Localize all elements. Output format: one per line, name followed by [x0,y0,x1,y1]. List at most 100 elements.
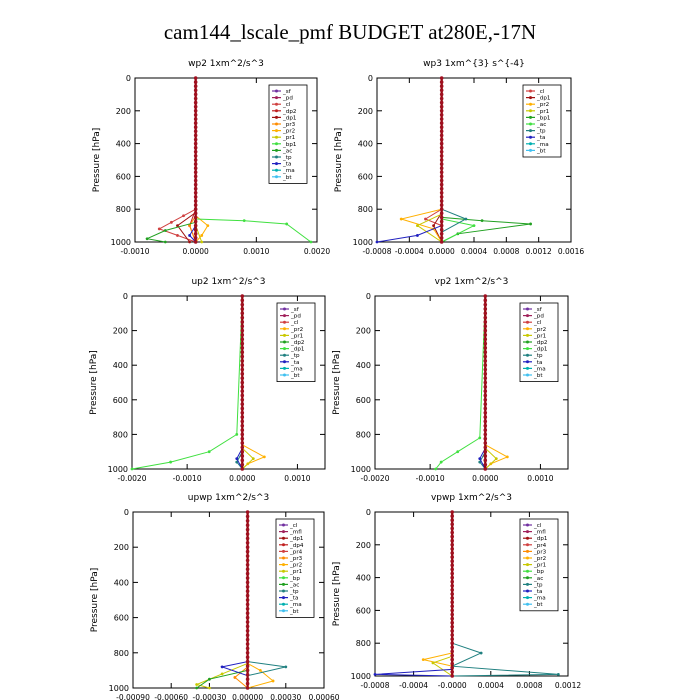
y-tick-label: 200 [114,543,129,552]
zero-profile-marker [245,580,250,585]
legend-entry: _bt [290,373,300,379]
zero-profile-marker [193,236,198,240]
zero-profile-marker [240,346,245,350]
zero-profile-marker [245,523,250,527]
zero-profile-marker [439,240,444,244]
data-point [479,651,483,655]
chart-title: wp3 1xm^{3} s^{-4} [423,59,525,69]
zero-profile-marker [240,385,245,389]
zero-profile-marker [245,651,250,655]
legend-marker [283,340,286,344]
zero-profile-marker [483,432,488,437]
zero-profile-marker [240,398,245,402]
legend-entry: _tp [533,353,543,359]
zero-profile-marker [240,436,245,441]
legend-entry: _ta [289,596,298,602]
y-tick-label: 1000 [353,238,373,247]
legend-marker [526,569,529,573]
zero-profile-marker [245,624,250,629]
series-line-pr2 [423,512,453,676]
legend-entry: _tp [290,353,300,359]
y-tick-label: 400 [358,140,373,149]
series-line-pr2 [241,296,266,470]
data-point [424,217,427,221]
zero-profile-marker [193,109,198,113]
zero-profile-marker [245,536,250,541]
zero-profile-marker [245,514,250,519]
legend-marker [282,602,285,606]
legend-entry: _pr4 [289,549,303,555]
zero-profile-marker [245,519,250,523]
zero-profile-marker [245,664,250,668]
legend-entry: _dp1 [533,536,548,542]
zero-profile-marker [450,620,455,625]
zero-profile-marker [483,423,488,428]
zero-profile-marker [483,354,488,359]
legend-marker [526,333,529,337]
legend-entry: _dp2 [282,109,296,115]
data-point [182,214,185,218]
y-tick-label: 400 [113,361,128,370]
legend-box [268,84,308,184]
zero-profile-marker [483,341,488,346]
legend-marker [275,109,278,113]
legend-entry: _pr2 [290,327,303,333]
zero-profile-marker [483,419,488,424]
zero-profile-marker [439,84,444,88]
legend-marker [283,347,286,351]
series-line-ta [220,512,249,688]
zero-profile-marker [450,575,455,580]
legend-entry: _dp2 [533,340,547,346]
y-axis-label: Pressure [hPa] [332,562,342,627]
zero-profile-marker [450,637,455,641]
zero-profile-marker [439,92,444,97]
zero-profile-marker [240,432,245,437]
x-tick-label: 0.00030 [270,693,301,700]
y-tick-label: 1000 [351,465,371,474]
x-tick-label: -0.0010 [121,247,150,256]
chart-panel-1: wp2 1xm^2/s^3 Pressure [hPa] 0 200 400 600 800… [92,59,330,256]
zero-profile-marker [193,219,198,224]
legend-marker [526,582,529,586]
x-tick-label: 0.0016 [558,247,584,256]
zero-profile-marker [240,333,245,337]
legend-entry: _ma [289,602,302,608]
zero-profile-marker [483,367,488,372]
chart-title: upwp 1xm^2/s^3 [188,493,269,503]
zero-profile-marker [245,611,250,615]
chart-title: vp2 1xm^2/s^3 [435,277,509,287]
data-point [284,665,288,669]
legend-entry: _ac [533,576,543,582]
data-point [309,240,313,244]
zero-profile-marker [240,307,245,311]
zero-profile-marker [193,227,198,232]
zero-profile-marker [245,567,250,571]
y-tick-label: 800 [356,639,371,648]
y-tick-label: 400 [116,140,131,149]
zero-profile-marker [240,402,245,406]
series-line-pr1 [195,512,249,689]
series-line-pr2 [484,296,509,470]
zero-profile-marker [450,551,455,555]
data-point [235,457,239,461]
y-tick-label: 0 [123,292,128,301]
zero-profile-marker [483,398,488,402]
legend: _sf_pd_cl_pr2_pr1_dp2_dp1_tp_ta_ma_bt [519,302,559,382]
zero-profile-marker [439,100,444,105]
chart-panel-4: vp2 1xm^2/s^3 Pressure [hPa] 0 200 400 600 800… [332,277,569,483]
y-tick-label: 600 [356,396,371,405]
zero-profile-marker [450,584,455,588]
zero-profile-marker [193,92,198,97]
data-point [399,217,403,221]
zero-profile-marker [483,311,488,316]
chart-panel-6: vpwp 1xm^2/s^3 Pressure [hPa] 0 200 400 600 80… [332,493,581,690]
legend-marker [526,320,529,324]
zero-profile-marker [193,211,198,216]
legend-entry: _dp2 [290,340,304,346]
zero-profile-marker [193,166,198,170]
zero-profile-marker [240,294,245,298]
data-point [208,686,211,690]
chart-title: vpwp 1xm^2/s^3 [431,493,512,503]
data-point [163,229,167,232]
x-tick-label: 0.0000 [472,474,498,483]
